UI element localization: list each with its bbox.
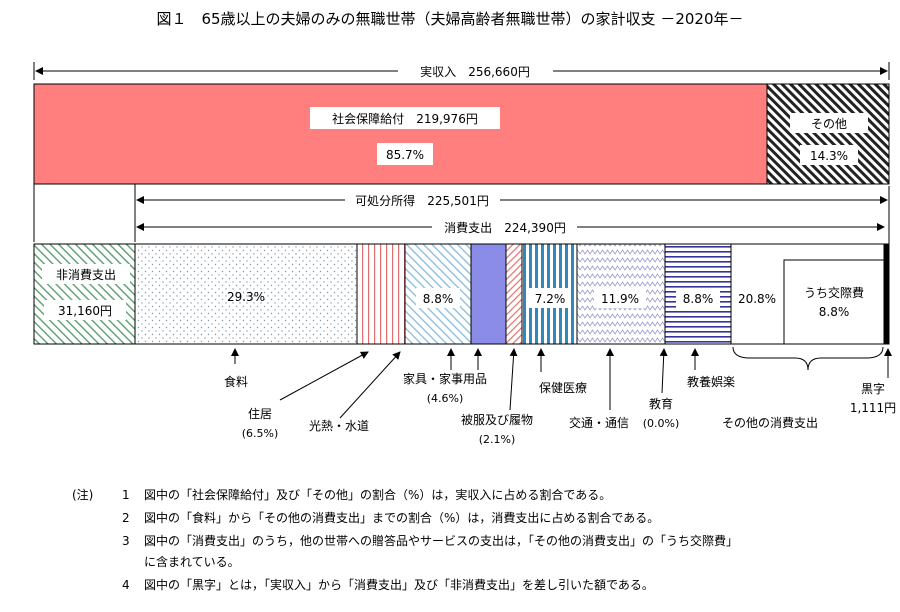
education-pct: (0.0%) — [643, 417, 680, 430]
note-3-cont: に含まれている。 — [122, 553, 240, 570]
social-security-pct: 85.7% — [386, 148, 424, 162]
note-4-num: 4 — [122, 578, 130, 592]
note-3-text: 図中の「消費支出」のうち，他の世帯への贈答品やサービスの支出は，「その他の消費支… — [144, 534, 739, 548]
food-pct: 29.3% — [227, 290, 265, 304]
non-consumption-value: 31,160円 — [58, 304, 112, 318]
other-consumption-pct: 20.8% — [738, 292, 776, 306]
note-2-text: 図中の「食料」から「その他の消費支出」までの割合（%）は，消費支出に占める割合で… — [144, 511, 660, 525]
furniture-pct: (4.6%) — [427, 392, 464, 405]
culture-pct: 8.8% — [683, 292, 714, 306]
notes-head: (注) — [72, 488, 94, 502]
note-3-cont-text: に含まれている。 — [144, 555, 240, 569]
disposable-label: 可処分所得 225,501円 — [355, 193, 489, 208]
non-consumption-label: 非消費支出 — [56, 267, 116, 282]
clothing-label: 被服及び履物 — [461, 413, 533, 427]
income-label: 実収入 256,660円 — [420, 64, 530, 79]
surplus-value: 1,111円 — [850, 401, 896, 415]
medical-label: 保健医療 — [539, 381, 587, 395]
entertainment-subsegment — [783, 259, 885, 345]
surplus-segment — [883, 243, 890, 345]
other-income-label: その他 — [811, 117, 847, 131]
utilities-pct: 8.8% — [423, 292, 454, 306]
medical-pct: 7.2% — [535, 292, 566, 306]
note-1: 1 図中の「社会保障給付」及び「その他」の割合（%）は，実収入に占める割合である。 — [122, 486, 611, 503]
consumption-label: 消費支出 224,390円 — [444, 220, 566, 235]
surplus-label: 黒字 — [861, 381, 885, 396]
entertainment-label: うち交際費 — [804, 285, 864, 300]
transport-label: 交通・通信 — [569, 415, 629, 430]
clothing-pct: (2.1%) — [479, 433, 516, 446]
housing-pct: (6.5%) — [242, 427, 279, 440]
social-security-label: 社会保障給付 219,976円 — [332, 111, 478, 126]
other-consumption-brace — [732, 346, 884, 371]
note-1-num: 1 — [122, 488, 130, 502]
note-3: 3 図中の「消費支出」のうち，他の世帯への贈答品やサービスの支出は，「その他の消費… — [122, 532, 738, 549]
other-consumption-label: その他の消費支出 — [722, 415, 818, 430]
social-security-segment — [33, 83, 768, 185]
note-4: 4 図中の「黒字」とは，「実収入」から「消費支出」及び「非消費支出」を差し引いた額… — [122, 576, 654, 593]
other-income-pct: 14.3% — [810, 149, 848, 163]
note-3-num: 3 — [122, 534, 130, 548]
food-segment — [134, 243, 358, 345]
education-label: 教育 — [649, 396, 673, 411]
housing-segment — [356, 243, 406, 345]
note-2: 2 図中の「食料」から「その他の消費支出」までの割合（%）は，消費支出に占める割合… — [122, 509, 659, 526]
other-income-segment — [766, 83, 890, 185]
note-4-text: 図中の「黒字」とは，「実収入」から「消費支出」及び「非消費支出」を差し引いた額で… — [144, 578, 654, 592]
culture-label: 教養娯楽 — [687, 374, 735, 389]
transport-pct: 11.9% — [601, 292, 639, 306]
note-1-text: 図中の「社会保障給付」及び「その他」の割合（%）は，実収入に占める割合である。 — [144, 488, 612, 502]
clothing-segment — [505, 243, 523, 345]
non-consumption-segment — [33, 243, 136, 345]
entertainment-pct: 8.8% — [819, 305, 850, 319]
furniture-segment — [470, 243, 507, 345]
housing-label: 住居 — [248, 407, 272, 421]
furniture-label: 家具・家事用品 — [403, 371, 487, 386]
food-label: 食料 — [224, 374, 248, 389]
household-budget-chart: 実収入 256,660円 社会保障給付 219,976円 85.7% その他 1… — [33, 62, 896, 446]
chart-title: 図１ 65歳以上の夫婦のみの無職世帯（夫婦高齢者無職世帯）の家計収支 －2020… — [156, 10, 744, 28]
utilities-label: 光熱・水道 — [309, 419, 369, 433]
note-2-num: 2 — [122, 511, 130, 525]
